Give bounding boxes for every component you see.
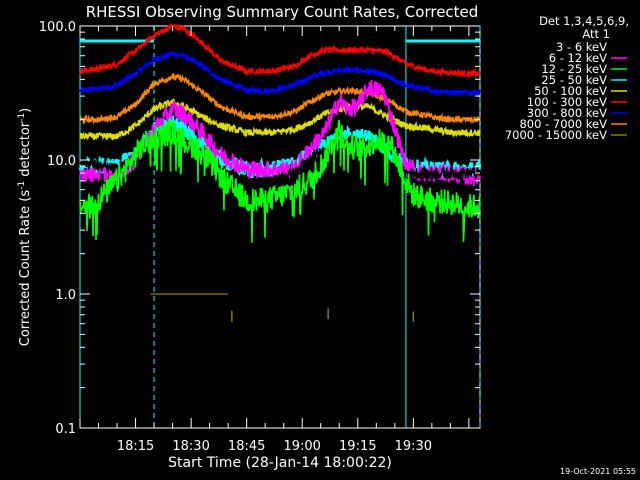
x-axis: 18:15 18:30 18:45 19:00 19:15 19:30: [79, 26, 470, 454]
x-axis-label: Start Time (28-Jan-14 18:00:22): [168, 455, 392, 471]
x-tick-label: 18:30: [172, 439, 209, 454]
series-line-800-7000-kev: [79, 72, 481, 125]
series-line-6-12-kev: [79, 79, 481, 187]
x-tick-label: 18:15: [117, 439, 154, 454]
series-line-100-300-kev: [79, 22, 481, 79]
legend-label: 6 - 12 keV: [549, 51, 607, 65]
x-tick-label: 19:00: [283, 439, 320, 454]
y-tick-label: 1.0: [55, 288, 76, 303]
footer-timestamp: 19-Oct-2021 05:55: [560, 467, 636, 476]
series-line-50-100-kev: [79, 98, 481, 141]
y-axis: 0.1 1.0 10.0 100.0: [39, 20, 480, 437]
legend-label: 50 - 100 keV: [534, 84, 607, 98]
legend-label: 25 - 50 keV: [541, 73, 607, 87]
legend-header-1: Det 1,3,4,5,6,9,: [539, 14, 629, 28]
legend-label: 100 - 300 keV: [527, 95, 607, 109]
legend-label: 7000 - 15000 keV: [505, 128, 607, 142]
legend-label: 3 - 6 keV: [556, 40, 607, 54]
legend-label: 12 - 25 keV: [541, 62, 607, 76]
x-tick-label: 19:30: [395, 439, 432, 454]
x-tick-label: 19:15: [339, 439, 376, 454]
series-line-3-6-kev: [79, 135, 481, 191]
y-tick-label: 10.0: [47, 154, 76, 169]
series-line-300-800-kev: [79, 50, 481, 98]
x-tick-label: 18:45: [228, 439, 265, 454]
series-line-12-25-kev: [79, 118, 481, 243]
series-group: [78, 22, 482, 322]
y-axis-label: Corrected Count Rate (s-1 detector-1): [17, 108, 33, 346]
legend-header-2: Att 1: [582, 27, 610, 41]
y-tick-label: 100.0: [39, 20, 76, 35]
y-tick-label: 0.1: [55, 422, 76, 437]
legend-label: 800 - 7000 keV: [519, 117, 607, 131]
legend-label: 300 - 800 keV: [527, 106, 607, 120]
chart-title: RHESSI Observing Summary Count Rates, Co…: [86, 3, 479, 21]
